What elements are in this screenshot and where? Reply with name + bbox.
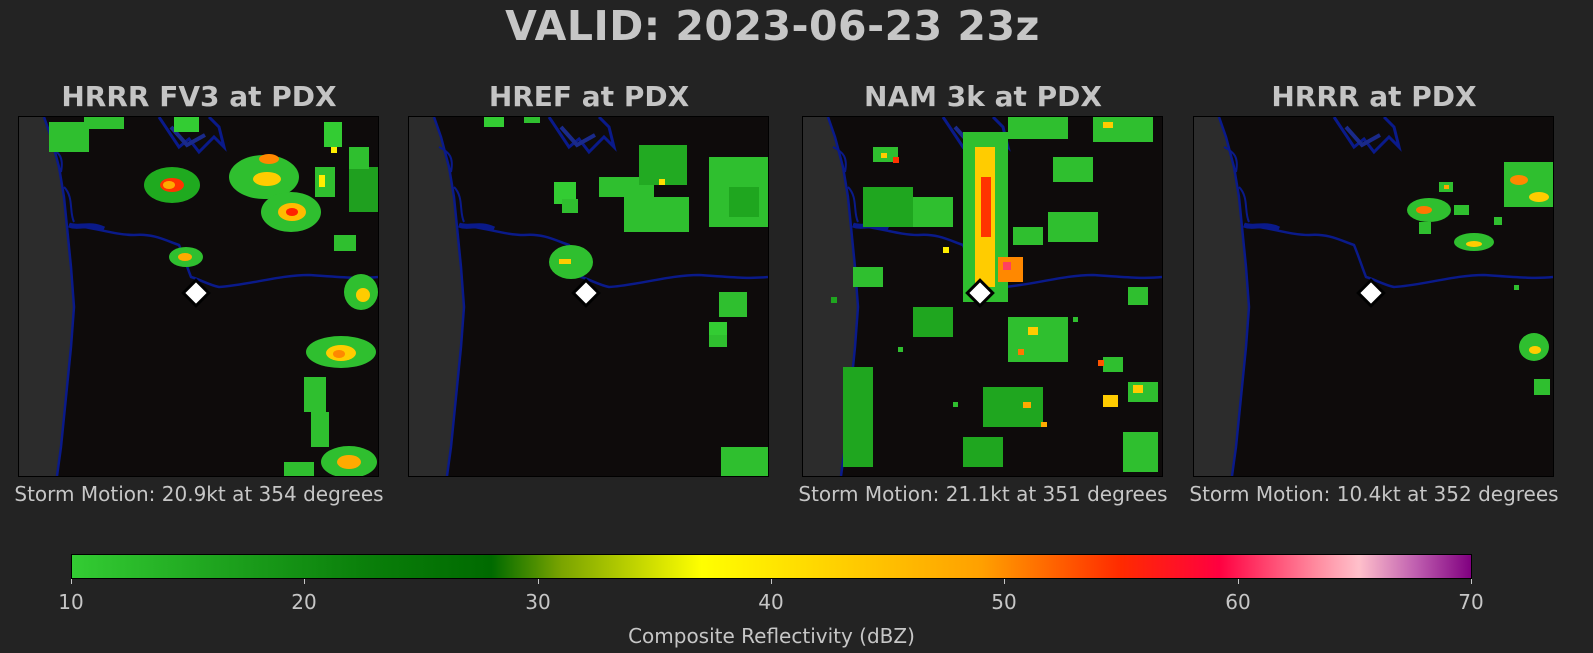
- reflectivity-cells: [49, 117, 378, 476]
- panel-title: HREF at PDX: [488, 80, 690, 113]
- colorbar-tickmark: [71, 579, 72, 584]
- map-svg: [409, 117, 768, 476]
- panel-title: HRRR at PDX: [1271, 80, 1477, 113]
- pdx-marker: [965, 278, 995, 308]
- map-svg: [1194, 117, 1553, 476]
- map-svg: [803, 117, 1162, 476]
- map-svg: [19, 117, 378, 476]
- reflectivity-cells: [484, 117, 768, 476]
- reflectivity-cells: [831, 117, 1158, 472]
- colorbar-tick-label: 10: [58, 590, 84, 614]
- radar-map[interactable]: [802, 116, 1163, 477]
- colorbar-tickmark: [1238, 579, 1239, 584]
- colorbar-tick-label: 40: [758, 590, 784, 614]
- colorbar-tick-label: 60: [1225, 590, 1251, 614]
- colorbar-tick-label: 30: [525, 590, 551, 614]
- pdx-marker: [1356, 278, 1386, 308]
- colorbar-tick-label: 50: [991, 590, 1017, 614]
- colorbar-tick-label: 20: [291, 590, 317, 614]
- colorbar-tick-label: 70: [1458, 590, 1484, 614]
- panel-title: HRRR FV3 at PDX: [61, 80, 337, 113]
- colorbar-tickmark: [538, 579, 539, 584]
- radar-map[interactable]: [18, 116, 379, 477]
- colorbar-tickmark: [1471, 579, 1472, 584]
- storm-motion-text: Storm Motion: 20.9kt at 354 degrees: [14, 482, 384, 506]
- colorbar-gradient: [71, 554, 1472, 579]
- colorbar-tickmark: [304, 579, 305, 584]
- colorbar-label: Composite Reflectivity (dBZ): [628, 624, 915, 648]
- radar-map[interactable]: [408, 116, 769, 477]
- reflectivity-cells: [1407, 162, 1553, 395]
- storm-motion-text: Storm Motion: 10.4kt at 352 degrees: [1189, 482, 1559, 506]
- colorbar-tickmark: [771, 579, 772, 584]
- panel-title: NAM 3k at PDX: [864, 80, 1102, 113]
- page-title: VALID: 2023-06-23 23z: [505, 2, 1040, 50]
- colorbar-tickmark: [1004, 579, 1005, 584]
- radar-map[interactable]: [1193, 116, 1554, 477]
- pdx-marker: [181, 278, 211, 308]
- colorbar: 10 20 30 40 50 60 70 Composite Reflectiv…: [58, 554, 1484, 648]
- pdx-marker: [571, 278, 601, 308]
- storm-motion-text: Storm Motion: 21.1kt at 351 degrees: [798, 482, 1168, 506]
